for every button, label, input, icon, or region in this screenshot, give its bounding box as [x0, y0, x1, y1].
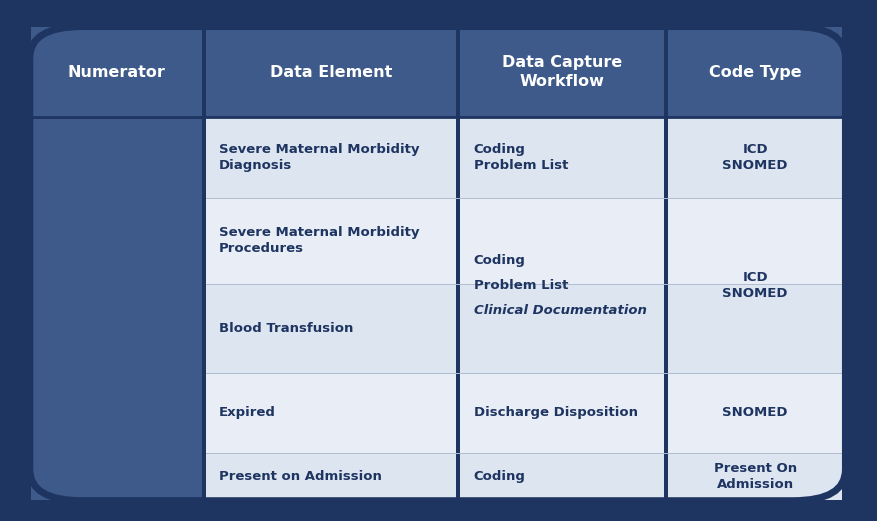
- Text: Clinical Documentation: Clinical Documentation: [474, 304, 646, 317]
- Text: Data Capture
Workflow: Data Capture Workflow: [502, 55, 623, 89]
- Text: ICD
SNOMED: ICD SNOMED: [723, 143, 788, 172]
- Bar: [668, 198, 842, 284]
- Bar: [668, 117, 842, 198]
- Bar: [668, 373, 842, 453]
- Text: Problem List: Problem List: [474, 279, 568, 292]
- Bar: [31, 284, 202, 373]
- Text: Code Type: Code Type: [709, 65, 802, 80]
- Bar: [31, 373, 202, 453]
- Text: Expired: Expired: [219, 406, 276, 419]
- Text: Discharge Disposition: Discharge Disposition: [474, 406, 638, 419]
- Text: Numerator: Numerator: [68, 65, 165, 80]
- Text: Data Element: Data Element: [270, 65, 392, 80]
- Bar: [31, 117, 202, 198]
- Text: SNOMED: SNOMED: [723, 406, 788, 419]
- Text: Blood Transfusion: Blood Transfusion: [219, 322, 353, 334]
- Text: Coding
Problem List: Coding Problem List: [474, 143, 568, 172]
- Bar: [460, 27, 664, 117]
- Text: ICD
SNOMED: ICD SNOMED: [723, 271, 788, 300]
- Text: Coding: Coding: [474, 254, 525, 267]
- Text: Coding: Coding: [474, 470, 525, 483]
- Bar: [460, 284, 664, 373]
- Bar: [206, 117, 456, 198]
- Bar: [668, 453, 842, 500]
- Bar: [668, 284, 842, 373]
- Text: Severe Maternal Morbidity
Diagnosis: Severe Maternal Morbidity Diagnosis: [219, 143, 420, 172]
- Bar: [668, 27, 842, 117]
- Bar: [206, 453, 456, 500]
- FancyBboxPatch shape: [31, 27, 845, 500]
- Text: Present on Admission: Present on Admission: [219, 470, 382, 483]
- Text: Severe Maternal Morbidity
Procedures: Severe Maternal Morbidity Procedures: [219, 227, 420, 255]
- Bar: [206, 284, 456, 373]
- Bar: [31, 27, 202, 117]
- Text: Present On
Admission: Present On Admission: [714, 462, 796, 491]
- Bar: [206, 373, 456, 453]
- Bar: [460, 117, 664, 198]
- Bar: [206, 198, 456, 284]
- Bar: [460, 198, 664, 284]
- Bar: [460, 453, 664, 500]
- Bar: [31, 453, 202, 500]
- Bar: [460, 373, 664, 453]
- Bar: [206, 27, 456, 117]
- Bar: [31, 198, 202, 284]
